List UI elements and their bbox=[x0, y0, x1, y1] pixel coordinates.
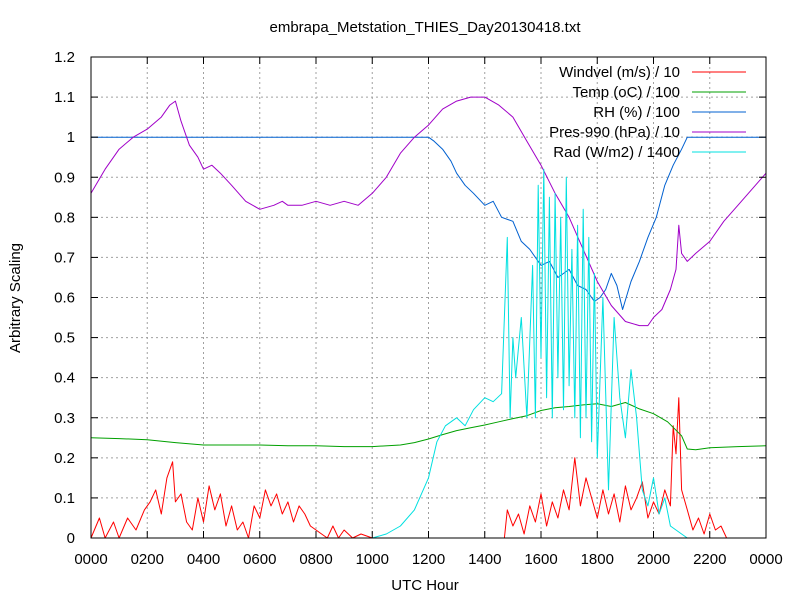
y-tick-labels: 0 0.1 0.2 0.3 0.4 0.5 0.6 0.7 0.8 0.9 1 1.1 1.2 bbox=[54, 49, 75, 547]
legend-label: RH (%) / 100 bbox=[593, 104, 680, 121]
chart-title: embrapa_Metstation_THIES_Day20130418.txt bbox=[269, 19, 581, 36]
y-tick-label: 0.6 bbox=[54, 290, 75, 307]
legend-label: Windvel (m/s) / 10 bbox=[559, 64, 680, 81]
y-tick-label: 0 bbox=[67, 530, 75, 547]
legend-label: Rad (W/m2) / 1400 bbox=[553, 144, 680, 161]
y-tick-label: 0.4 bbox=[54, 370, 75, 387]
x-tick-label: 2000 bbox=[637, 551, 670, 568]
x-tick-label: 0600 bbox=[243, 551, 276, 568]
x-tick-label: 1000 bbox=[356, 551, 389, 568]
x-tick-label: 0000 bbox=[749, 551, 782, 568]
x-tick-label: 2200 bbox=[693, 551, 726, 568]
series-line-4 bbox=[91, 168, 766, 539]
x-tick-label: 1800 bbox=[581, 551, 614, 568]
y-tick-label: 1.2 bbox=[54, 49, 75, 66]
x-axis-label: UTC Hour bbox=[391, 577, 459, 594]
tick-marks bbox=[90, 56, 767, 539]
series-layer bbox=[90, 96, 767, 539]
y-tick-label: 1.1 bbox=[54, 89, 75, 106]
y-tick-label: 1 bbox=[67, 129, 75, 146]
series-line-3 bbox=[90, 96, 767, 327]
y-tick-label: 0.3 bbox=[54, 410, 75, 427]
legend-label: Temp (oC) / 100 bbox=[572, 84, 680, 101]
x-tick-label: 0400 bbox=[187, 551, 220, 568]
x-tick-label: 0200 bbox=[131, 551, 164, 568]
y-tick-label: 0.8 bbox=[54, 209, 75, 226]
x-tick-label: 1200 bbox=[412, 551, 445, 568]
x-tick-label: 0800 bbox=[299, 551, 332, 568]
y-tick-label: 0.9 bbox=[54, 169, 75, 186]
y-tick-label: 0.5 bbox=[54, 330, 75, 347]
legend-label: Pres-990 (hPa) / 10 bbox=[549, 124, 680, 141]
x-tick-label: 0000 bbox=[74, 551, 107, 568]
y-tick-label: 0.7 bbox=[54, 249, 75, 266]
y-tick-label: 0.1 bbox=[54, 490, 75, 507]
x-tick-label: 1400 bbox=[468, 551, 501, 568]
legend: Windvel (m/s) / 10 Temp (oC) / 100 RH (%) … bbox=[549, 64, 746, 161]
y-axis-label: Arbitrary Scaling bbox=[7, 243, 24, 353]
series-line-1 bbox=[90, 402, 767, 451]
series-line-2 bbox=[91, 136, 766, 310]
x-tick-labels: 0000 0200 0400 0600 0800 1000 1200 1400 1600 1800… bbox=[74, 551, 782, 568]
y-tick-label: 0.2 bbox=[54, 450, 75, 467]
x-tick-label: 1600 bbox=[524, 551, 557, 568]
